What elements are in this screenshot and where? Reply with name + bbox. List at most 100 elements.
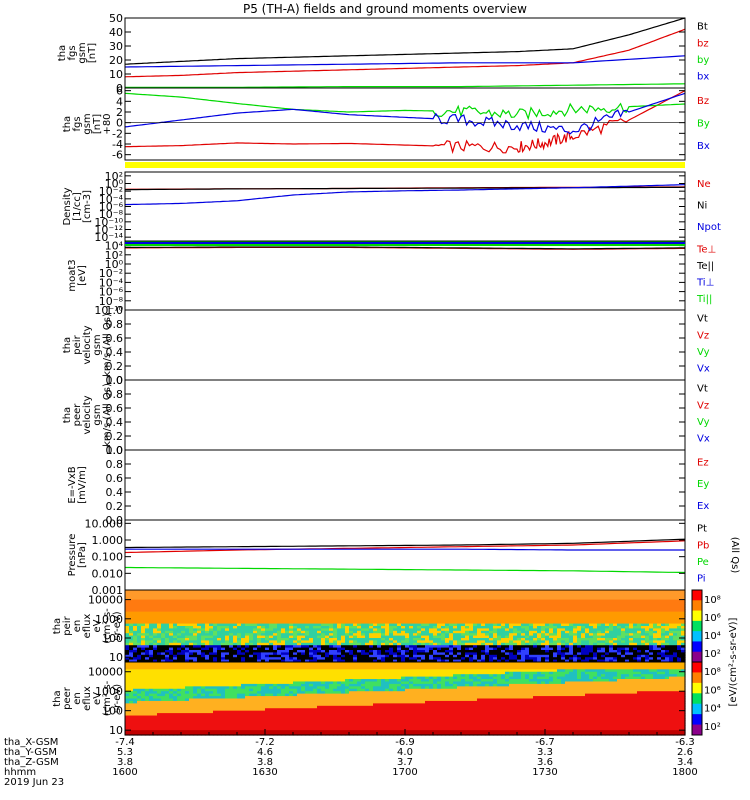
spectrogram-cell: [517, 621, 522, 625]
spectrogram-cell: [185, 599, 190, 603]
spectrogram-cell: [173, 599, 178, 603]
spectrogram-cell: [513, 630, 518, 634]
spectrogram-cell: [241, 614, 246, 617]
spectrogram-cell: [429, 657, 434, 661]
spectrogram-cell: [421, 630, 426, 634]
spectrogram-cell: [297, 602, 302, 605]
spectrogram-cell: [393, 640, 398, 644]
spectrogram-cell: [173, 621, 178, 625]
spectrogram-cell: [617, 657, 622, 661]
spectrogram-cell: [289, 616, 294, 620]
spectrogram-cell: [165, 618, 170, 622]
spectrogram-cell: [257, 618, 262, 622]
spectrogram-cell: [265, 628, 270, 632]
spectrogram-cell: [145, 681, 150, 685]
spectrogram-cell: [157, 681, 162, 685]
spectrogram-cell: [557, 614, 562, 617]
spectrogram-cell: [333, 609, 338, 613]
spectrogram-cell: [169, 674, 174, 678]
spectrogram-cell: [657, 604, 662, 608]
spectrogram-cell: [549, 645, 554, 649]
spectrogram-cell: [373, 594, 378, 598]
spectrogram-cell: [441, 635, 446, 639]
spectrogram-cell: [569, 650, 574, 653]
spectrogram-cell: [445, 633, 450, 637]
spectrogram-cell: [253, 614, 258, 617]
spectrogram-cell: [505, 599, 510, 603]
spectrogram-cell: [245, 638, 250, 641]
spectrogram-cell: [401, 630, 406, 634]
spectrogram-cell: [189, 700, 194, 704]
spectrogram-cell: [261, 628, 266, 632]
spectrogram-cell: [185, 592, 190, 596]
spectrogram-cell: [353, 645, 358, 649]
spectrogram-cell: [153, 674, 158, 678]
spectrogram-cell: [425, 654, 430, 658]
spectrogram-cell: [185, 708, 190, 712]
spectrogram-cell: [157, 676, 162, 680]
spectrogram-cell: [401, 618, 406, 622]
spectrogram-cell: [421, 597, 426, 601]
spectrogram-cell: [393, 599, 398, 603]
spectrogram-cell: [457, 616, 462, 620]
spectrogram-cell: [621, 626, 626, 629]
spectrogram-cell: [333, 647, 338, 651]
spectrogram-cell: [481, 659, 486, 663]
spectrogram-cell: [677, 618, 682, 622]
spectrogram-9: [125, 662, 686, 736]
spectrogram-cell: [557, 638, 562, 641]
spectrogram-cell: [617, 630, 622, 634]
spectrogram-cell: [581, 623, 586, 627]
spectrogram-cell: [177, 727, 182, 731]
spectrogram-cell: [505, 650, 510, 653]
spectrogram-cell: [201, 659, 206, 663]
spectrogram-cell: [537, 604, 542, 608]
spectrogram-cell: [621, 654, 626, 658]
spectrogram-cell: [661, 590, 666, 593]
spectrogram-cell: [193, 614, 198, 617]
spectrogram-cell: [221, 599, 226, 603]
spectrogram-cell: [393, 635, 398, 639]
spectrogram-cell: [337, 609, 342, 613]
spectrogram-cell: [137, 722, 142, 726]
spectrogram-cell: [465, 592, 470, 596]
spectrogram-cell: [241, 640, 246, 644]
spectrogram-cell: [141, 657, 146, 661]
spectrogram-cell: [417, 640, 422, 644]
spectrogram-cell: [529, 654, 534, 658]
spectrogram-cell: [397, 630, 402, 634]
spectrogram-cell: [541, 594, 546, 598]
spectrogram-cell: [549, 614, 554, 617]
spectrogram-cell: [561, 609, 566, 613]
spectrogram-cell: [673, 590, 678, 593]
spectrogram-cell: [221, 623, 226, 627]
spectrogram-cell: [673, 638, 678, 641]
spectrogram-cell: [285, 611, 290, 615]
spectrogram-cell: [505, 654, 510, 658]
spectrogram-cell: [541, 623, 546, 627]
spectrogram-cell: [273, 602, 278, 605]
spectrogram-cell: [313, 599, 318, 603]
spectrogram-cell: [369, 659, 374, 663]
spectrogram-cell: [501, 659, 506, 663]
spectrogram-cell: [605, 659, 610, 663]
spectrogram-cell: [165, 710, 170, 714]
spectrogram-cell: [577, 652, 582, 656]
spectrogram-cell: [469, 638, 474, 641]
spectrogram-cell: [425, 606, 430, 610]
spectrogram-cell: [509, 626, 514, 629]
spectrogram-cell: [441, 599, 446, 603]
spectrogram-cell: [221, 609, 226, 613]
spectrogram-cell: [637, 611, 642, 615]
spectrogram-cell: [641, 599, 646, 603]
spectrogram-cell: [193, 626, 198, 629]
spectrogram-cell: [345, 602, 350, 605]
spectrogram-cell: [425, 597, 430, 601]
spectrogram-cell: [261, 606, 266, 610]
spectrogram-cell: [533, 642, 538, 646]
spectrogram-cell: [333, 642, 338, 646]
spectrogram-cell: [145, 635, 150, 639]
spectrogram-cell: [665, 630, 670, 634]
spectrogram-cell: [605, 614, 610, 617]
spectrogram-cell: [633, 614, 638, 617]
